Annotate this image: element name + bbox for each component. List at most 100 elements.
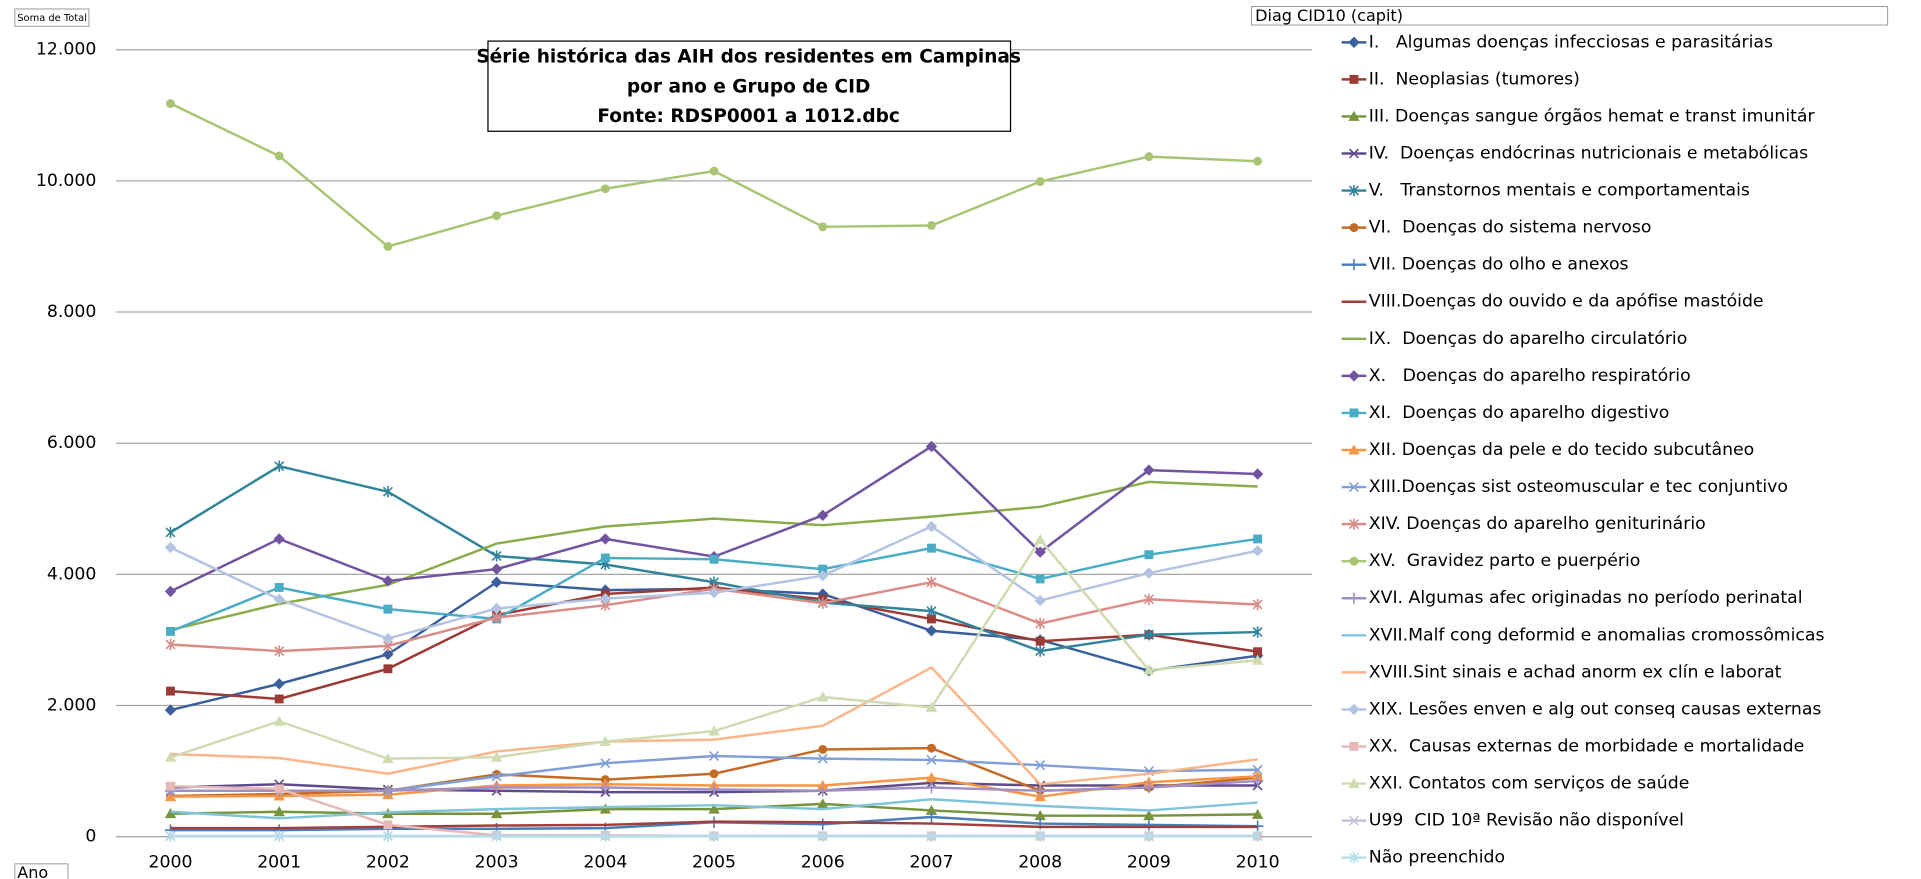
marker	[1252, 830, 1263, 843]
x-tick-label: 2010	[1236, 853, 1280, 873]
marker	[925, 804, 938, 815]
marker	[274, 784, 284, 794]
marker	[1143, 664, 1155, 675]
marker	[274, 460, 285, 472]
marker	[383, 242, 393, 251]
title-box	[487, 40, 1012, 132]
legend-label: XX. Causas externas de morbidade e morta…	[1369, 736, 1804, 756]
marker	[599, 781, 612, 794]
marker	[491, 550, 502, 562]
marker	[1349, 742, 1359, 751]
marker	[1348, 148, 1359, 159]
field-button	[14, 8, 90, 27]
marker	[1251, 468, 1264, 480]
marker	[709, 769, 719, 779]
series-line	[170, 820, 1258, 830]
marker	[927, 743, 936, 753]
marker	[925, 771, 938, 783]
marker	[492, 211, 502, 221]
y-tick-label: 12.000	[36, 40, 96, 60]
legend-label: VI. Doenças do sistema nervoso	[1369, 218, 1652, 238]
marker	[382, 632, 394, 645]
legend-label: VII. Doenças do olho e anexos	[1369, 255, 1629, 275]
marker	[925, 625, 938, 637]
marker	[274, 645, 285, 657]
marker	[490, 602, 503, 615]
marker	[817, 785, 829, 797]
marker	[1348, 518, 1359, 530]
marker	[817, 830, 828, 843]
marker	[274, 151, 284, 161]
marker	[1348, 851, 1359, 864]
marker	[1348, 777, 1360, 788]
marker	[491, 771, 502, 782]
marker	[1348, 370, 1360, 382]
marker	[166, 686, 175, 696]
marker	[382, 648, 394, 661]
marker	[817, 818, 829, 830]
marker	[926, 754, 937, 765]
x-tick-label: 2000	[148, 853, 192, 873]
x-tick-label: 2007	[909, 853, 953, 873]
marker	[1143, 593, 1154, 605]
x-tick-label: 2005	[692, 853, 736, 873]
marker	[274, 830, 285, 843]
legend-label: II. Neoplasias (tumores)	[1369, 69, 1580, 89]
marker	[1349, 408, 1359, 418]
marker	[273, 533, 285, 545]
y-tick-label: 0	[85, 827, 96, 847]
marker	[1348, 592, 1360, 604]
marker	[599, 803, 612, 814]
marker	[273, 715, 285, 726]
marker	[1348, 444, 1360, 455]
marker	[1348, 815, 1359, 826]
marker	[925, 781, 938, 794]
marker	[709, 750, 720, 762]
marker	[164, 704, 177, 716]
marker	[1144, 152, 1154, 162]
marker	[1252, 626, 1263, 638]
series-line	[170, 665, 1258, 786]
marker	[1034, 533, 1046, 545]
marker	[1035, 645, 1046, 657]
x-tick-label: 2003	[475, 853, 519, 873]
marker	[709, 554, 719, 564]
y-tick-label: 6.000	[47, 433, 96, 453]
marker	[926, 830, 937, 843]
marker	[708, 803, 720, 814]
marker	[490, 781, 503, 794]
marker	[927, 543, 936, 553]
marker	[1253, 156, 1263, 166]
x-tick-label: 2008	[1018, 853, 1062, 873]
marker	[925, 701, 938, 712]
marker	[1252, 598, 1263, 611]
marker	[1143, 781, 1155, 794]
legend-label: IV. Doenças endócrinas nutricionais e me…	[1369, 144, 1808, 164]
marker	[274, 694, 284, 704]
chart-title: Série histórica das AIH dos residentes e…	[476, 47, 1021, 68]
marker	[382, 830, 393, 843]
marker	[817, 691, 829, 702]
legend-label: XV. Gravidez parto e puerpério	[1369, 551, 1641, 571]
marker	[1251, 654, 1264, 665]
field-button	[14, 863, 69, 879]
marker	[1348, 36, 1360, 49]
marker	[1144, 550, 1154, 560]
series-line	[170, 480, 1258, 632]
marker	[926, 605, 937, 617]
marker	[490, 563, 503, 575]
marker	[382, 486, 393, 498]
legend-label: U99 CID 10ª Revisão não disponível	[1369, 811, 1684, 831]
marker	[708, 725, 720, 736]
legend-label: XI. Doenças do aparelho digestivo	[1369, 403, 1670, 423]
marker	[1143, 810, 1155, 821]
marker	[383, 604, 393, 614]
legend: I. Algumas doenças infecciosas e parasit…	[1341, 32, 1825, 868]
marker	[1035, 636, 1045, 646]
marker	[1348, 703, 1360, 716]
marker	[1348, 110, 1360, 121]
marker	[166, 99, 175, 108]
marker	[1251, 545, 1264, 557]
marker	[926, 576, 937, 588]
marker	[1035, 760, 1046, 771]
